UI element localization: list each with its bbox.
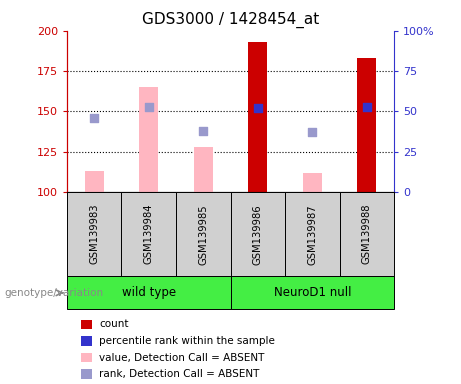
Bar [194, 147, 213, 192]
Point [254, 105, 261, 111]
Text: NeuroD1 null: NeuroD1 null [273, 286, 351, 299]
Text: GSM139984: GSM139984 [144, 204, 154, 265]
Title: GDS3000 / 1428454_at: GDS3000 / 1428454_at [142, 12, 319, 28]
Bar [84, 171, 104, 192]
Point [90, 115, 98, 121]
Bar [303, 173, 322, 192]
Text: wild type: wild type [122, 286, 176, 299]
Text: GSM139988: GSM139988 [362, 204, 372, 265]
Text: GSM139987: GSM139987 [307, 204, 317, 265]
Point [309, 129, 316, 136]
Text: percentile rank within the sample: percentile rank within the sample [99, 336, 275, 346]
Text: value, Detection Call = ABSENT: value, Detection Call = ABSENT [99, 353, 265, 362]
Point [363, 103, 371, 109]
Bar [357, 58, 377, 192]
Text: rank, Detection Call = ABSENT: rank, Detection Call = ABSENT [99, 369, 260, 379]
Bar [139, 87, 158, 192]
Point [200, 127, 207, 134]
Text: genotype/variation: genotype/variation [5, 288, 104, 298]
Text: count: count [99, 319, 129, 329]
Text: GSM139985: GSM139985 [198, 204, 208, 265]
Bar [248, 42, 267, 192]
Text: GSM139986: GSM139986 [253, 204, 263, 265]
Point [145, 103, 152, 109]
Text: GSM139983: GSM139983 [89, 204, 99, 265]
